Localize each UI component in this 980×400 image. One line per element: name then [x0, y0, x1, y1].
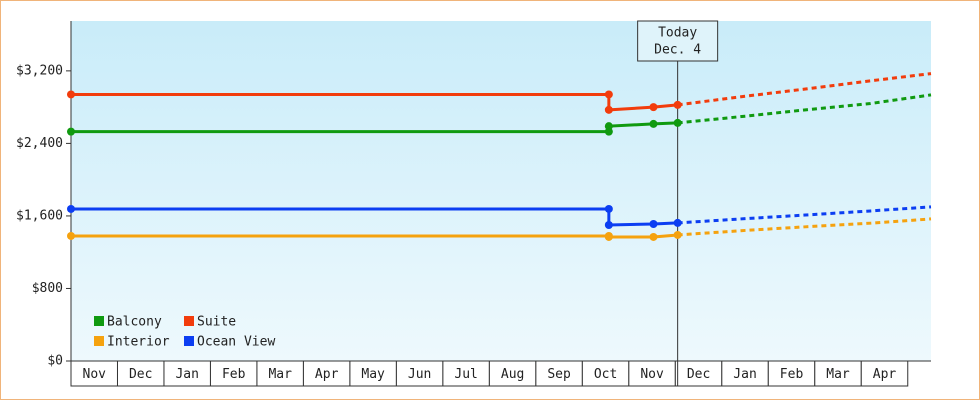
legend-swatch	[184, 336, 194, 346]
x-tick-label: Jul	[454, 367, 477, 382]
data-point	[649, 103, 658, 112]
plot-area	[71, 21, 931, 361]
data-point	[604, 90, 613, 99]
x-tick-label: Feb	[780, 367, 804, 382]
data-point	[649, 232, 658, 241]
x-tick-label: Jan	[733, 367, 756, 382]
data-point	[673, 100, 682, 109]
x-tick-label: Apr	[315, 367, 339, 382]
series-line	[71, 233, 678, 239]
legend-label: Interior	[107, 335, 170, 350]
today-label: Dec. 4	[654, 43, 701, 58]
x-tick-label: Aug	[501, 367, 524, 382]
x-tick-label: Jun	[408, 367, 431, 382]
month-cell	[860, 360, 909, 387]
forecast-line	[677, 72, 932, 107]
data-point	[649, 220, 658, 229]
legend-label: Balcony	[107, 315, 162, 330]
data-point	[67, 90, 75, 99]
legend-swatch	[94, 336, 104, 346]
data-point	[67, 127, 75, 136]
month-cell	[442, 360, 490, 387]
x-tick-label: Mar	[826, 367, 850, 382]
y-tick-label: $800	[32, 281, 63, 296]
data-point	[67, 204, 75, 213]
data-point	[673, 118, 682, 127]
x-tick-label: Sep	[547, 367, 571, 382]
data-point	[673, 218, 682, 227]
data-point	[673, 230, 682, 239]
legend-label: Ocean View	[197, 335, 275, 350]
legend-swatch	[94, 316, 104, 326]
data-point	[604, 105, 613, 114]
data-point	[604, 221, 613, 229]
x-tick-label: Nov	[83, 367, 107, 382]
y-tick-label: $1,600	[16, 208, 63, 223]
data-point	[67, 231, 75, 240]
month-cell	[721, 360, 769, 387]
y-tick-label: $0	[47, 354, 63, 369]
forecast-line	[677, 93, 932, 125]
today-label: Today	[658, 26, 697, 41]
x-tick-label: Mar	[268, 367, 292, 382]
legend-label: Suite	[197, 315, 236, 330]
forecast-line	[677, 205, 932, 225]
x-tick-label: Feb	[222, 367, 246, 382]
y-tick-label: $2,400	[16, 136, 63, 151]
data-point	[604, 232, 613, 241]
data-point	[604, 204, 613, 213]
data-point	[604, 122, 613, 131]
x-tick-label: Oct	[594, 367, 617, 382]
x-tick-label: Apr	[873, 367, 897, 382]
x-tick-label: Dec	[687, 367, 710, 382]
x-tick-label: May	[361, 367, 385, 382]
x-tick-label: Nov	[640, 367, 664, 382]
y-tick-label: $3,200	[16, 63, 63, 78]
x-tick-label: Jan	[175, 367, 198, 382]
legend-swatch	[184, 316, 194, 326]
month-cell	[767, 360, 816, 387]
forecast-line	[677, 217, 932, 237]
today-box	[637, 20, 719, 62]
month-cell	[628, 360, 676, 387]
data-point	[649, 119, 658, 128]
x-tick-label: Dec	[129, 367, 152, 382]
